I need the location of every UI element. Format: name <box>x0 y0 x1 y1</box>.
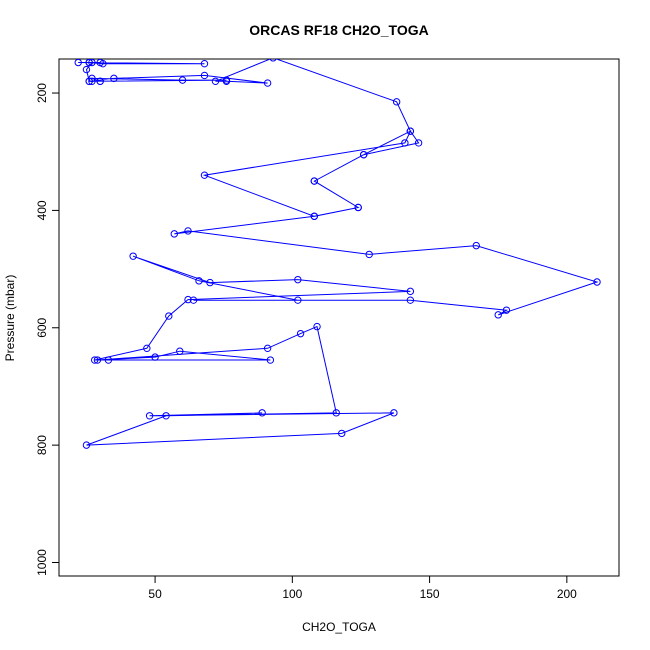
data-point <box>129 252 137 260</box>
data-point <box>222 77 231 85</box>
data-point <box>170 230 178 238</box>
data-point <box>200 71 209 80</box>
data-point <box>88 77 96 85</box>
data-point <box>184 227 192 235</box>
data-point <box>211 77 220 85</box>
y-tick-label: 1000 <box>35 549 49 576</box>
data-point <box>294 275 302 284</box>
data-point <box>85 59 93 67</box>
data-point <box>296 329 305 338</box>
data-point <box>414 139 423 147</box>
data-point <box>263 344 272 353</box>
data-point <box>332 409 340 417</box>
data-point <box>406 296 415 304</box>
data-point <box>143 344 151 353</box>
data-point <box>104 356 113 364</box>
y-tick-label: 800 <box>35 435 49 455</box>
data-point <box>165 312 173 320</box>
x-tick-label: 200 <box>557 587 577 601</box>
data-point <box>151 353 159 361</box>
data-point <box>502 306 511 314</box>
chart-title: ORCAS RF18 CH2O_TOGA <box>249 22 428 38</box>
data-point <box>338 429 346 438</box>
x-axis-label: CH2O_TOGA <box>302 620 376 634</box>
data-point <box>145 412 154 420</box>
data-point <box>310 177 318 185</box>
data-point <box>88 59 96 67</box>
data-point <box>176 347 184 355</box>
data-point <box>200 171 209 179</box>
series-line <box>78 59 599 446</box>
data-point <box>392 98 401 106</box>
data-point <box>96 59 104 67</box>
data-point <box>90 356 99 364</box>
data-point <box>195 277 203 285</box>
data-point <box>178 76 187 84</box>
data-point <box>593 278 601 286</box>
y-axis-label: Pressure (mbar) <box>3 275 17 362</box>
data-point <box>184 295 192 304</box>
data-point <box>360 150 368 159</box>
data-point <box>206 278 214 287</box>
data-point <box>189 296 198 304</box>
data-point <box>263 79 272 87</box>
y-tick-label: 400 <box>35 200 49 220</box>
x-tick-label: 50 <box>148 587 162 601</box>
data-point <box>82 65 91 74</box>
y-tick-label: 200 <box>35 83 49 103</box>
data-point <box>390 409 398 417</box>
data-point <box>494 311 502 319</box>
x-tick-label: 150 <box>420 587 440 601</box>
data-point <box>313 322 321 331</box>
y-axis: 200 400 600 800 1000 <box>35 83 60 576</box>
data-point <box>354 203 362 212</box>
x-axis: 50 100 150 200 <box>148 575 577 601</box>
data-point <box>294 296 302 304</box>
data-point <box>74 59 82 67</box>
data-point <box>401 139 409 147</box>
data-point <box>200 59 209 68</box>
data-point <box>406 287 415 296</box>
y-tick-label: 600 <box>35 317 49 337</box>
x-tick-label: 100 <box>282 587 302 601</box>
data-point <box>93 356 102 364</box>
data-point <box>96 77 104 85</box>
data-point <box>266 356 275 364</box>
data-point <box>472 241 480 250</box>
data-point <box>269 59 277 62</box>
data-point <box>85 77 93 85</box>
plot-area-border <box>58 58 620 577</box>
data-point <box>258 409 266 417</box>
data-layer <box>74 59 601 449</box>
data-point <box>110 74 118 83</box>
data-point <box>365 250 373 259</box>
data-point <box>310 212 318 220</box>
data-point <box>406 127 415 135</box>
data-point <box>162 412 170 420</box>
data-point <box>82 441 91 449</box>
